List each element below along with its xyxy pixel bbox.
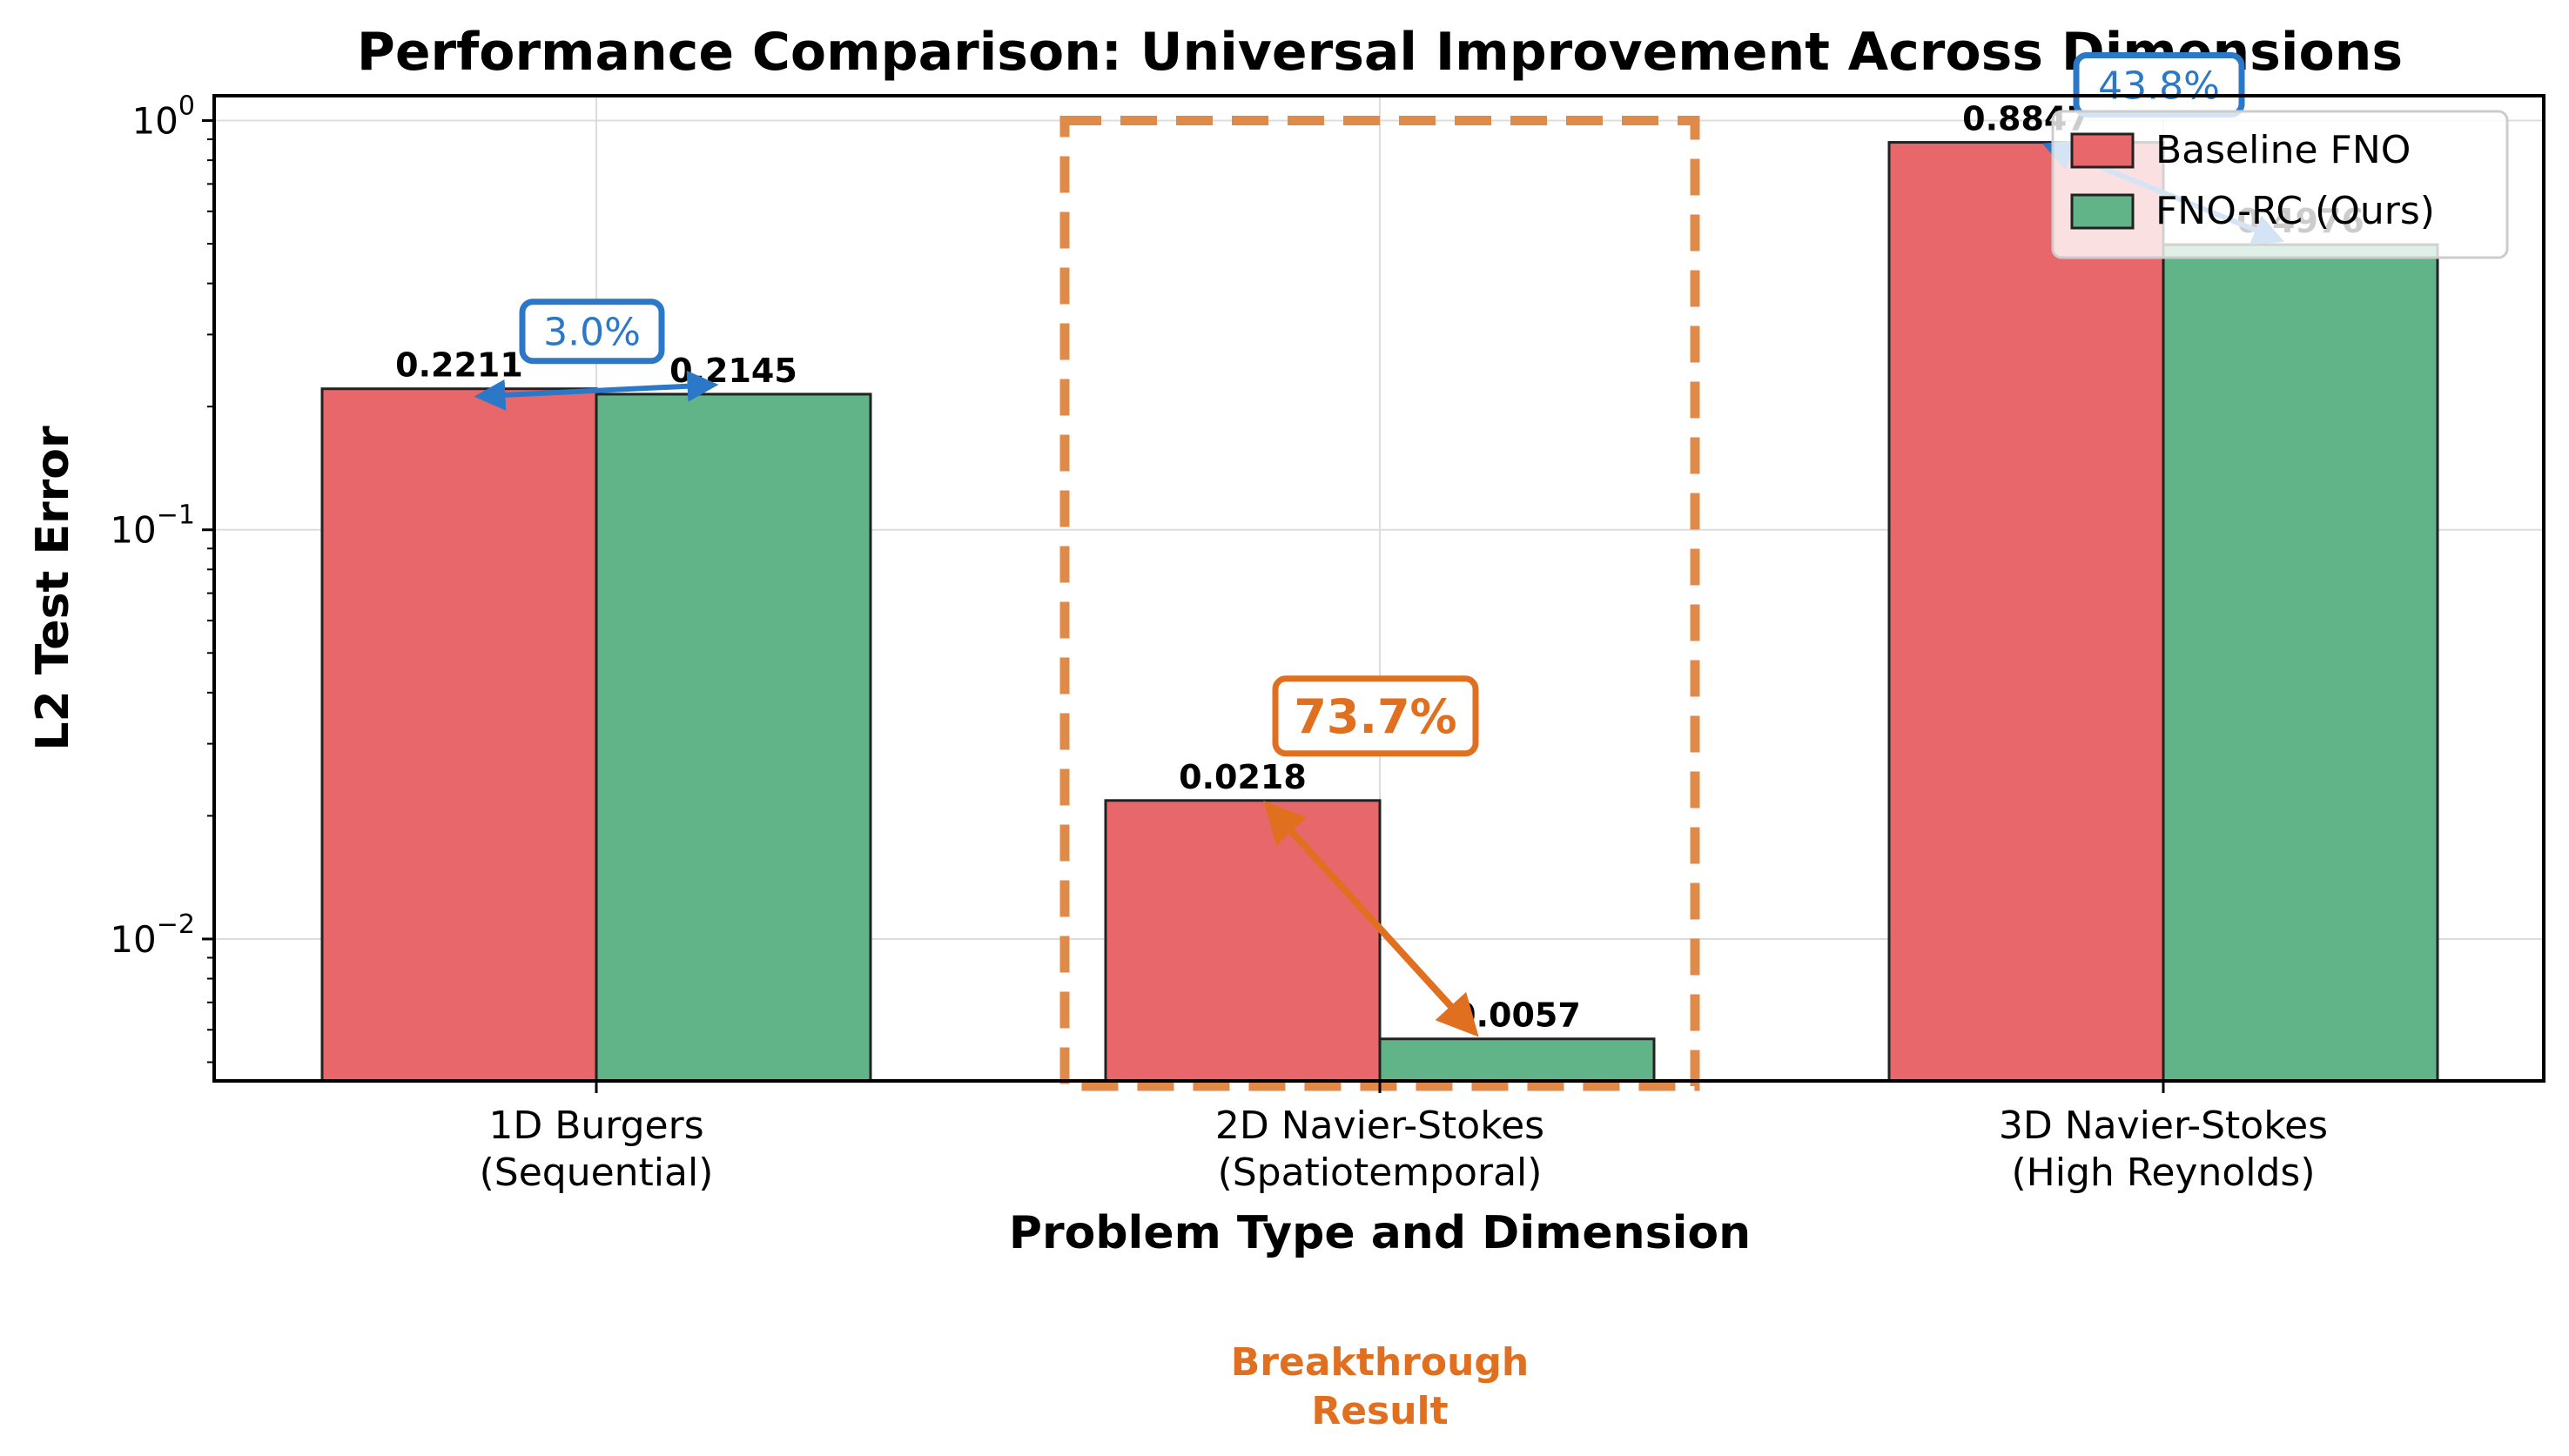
x-tick-label: (Spatiotemporal) (1218, 1151, 1543, 1195)
y-tick-label: 10−2 (110, 909, 195, 961)
bar (2162, 243, 2439, 1083)
bar (1887, 141, 2165, 1083)
x-tick-label: (Sequential) (480, 1151, 714, 1195)
y-tick-label: 10−1 (110, 500, 195, 552)
bar (595, 393, 872, 1083)
legend: Baseline FNO FNO-RC (Ours) (2051, 110, 2509, 259)
x-tick-label: 1D Burgers (488, 1104, 703, 1148)
x-axis-title: Problem Type and Dimension (1009, 1207, 1751, 1259)
chart-title: Performance Comparison: Universal Improv… (357, 22, 2403, 83)
improvement-label: 73.7% (1294, 689, 1456, 744)
value-label: 0.0218 (1179, 758, 1307, 796)
improvement-label: 43.8% (2098, 64, 2220, 108)
improvement-arrow (1263, 801, 1479, 1037)
legend-label: Baseline FNO (2155, 128, 2411, 172)
axis-ticks: 10−2 10−1 100 1D Burgers(Sequential) 2D Navi… (110, 91, 2328, 1195)
improvement-label: 3.0% (543, 311, 641, 355)
x-tick-label: 3D Navier-Stokes (1999, 1104, 2328, 1148)
legend-swatch (2070, 193, 2135, 230)
bar (1104, 799, 1382, 1083)
x-tick-label: 2D Navier-Stokes (1215, 1104, 1544, 1148)
value-label: 0.0057 (1453, 996, 1581, 1035)
improvement-box (519, 299, 665, 365)
bar (320, 387, 598, 1083)
y-tick-label: 100 (131, 91, 195, 143)
y-axis-title: L2 Test Error (27, 426, 79, 751)
bar (1378, 1037, 1656, 1083)
legend-box (2051, 110, 2509, 259)
legend-swatch (2070, 132, 2135, 169)
improvement-arrow (474, 370, 719, 411)
highlight-note-line: Breakthrough (1231, 1340, 1529, 1385)
x-tick-label: (High Reynolds) (2011, 1151, 2315, 1195)
value-label: 0.2211 (395, 346, 523, 385)
legend-label: FNO-RC (Ours) (2155, 189, 2435, 233)
highlight-note-line: Result (1311, 1389, 1448, 1433)
improvement-box (1272, 675, 1479, 757)
